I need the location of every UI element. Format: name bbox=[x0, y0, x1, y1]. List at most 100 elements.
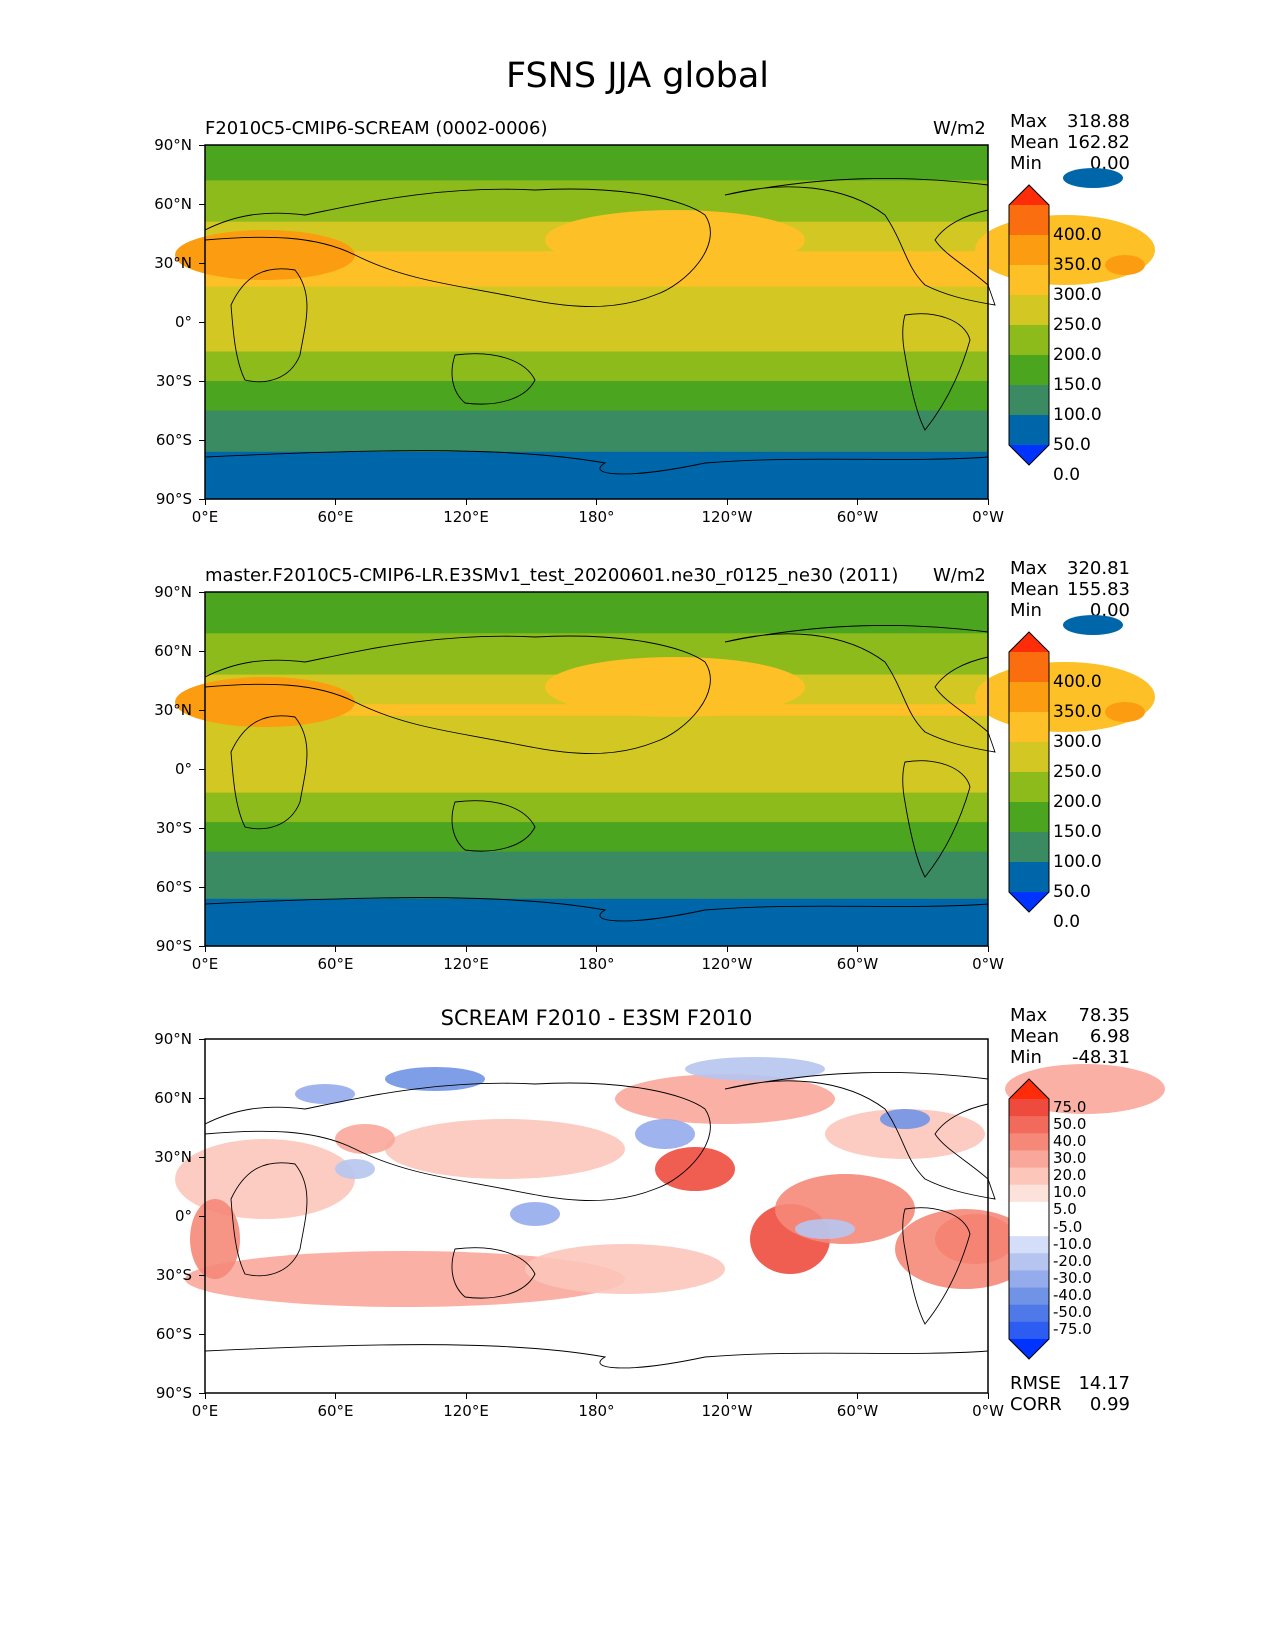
colorbar-label: 350.0 bbox=[1053, 255, 1102, 275]
field-feature bbox=[1063, 615, 1123, 635]
x-tick-mark bbox=[335, 1393, 336, 1399]
lat-band bbox=[205, 180, 988, 187]
lat-band bbox=[205, 493, 988, 500]
x-tick-label: 120°W bbox=[701, 955, 753, 973]
y-tick-mark bbox=[199, 380, 205, 382]
lat-band bbox=[205, 440, 988, 447]
coastline bbox=[204, 1082, 711, 1201]
field-feature bbox=[335, 1124, 395, 1154]
coastline bbox=[204, 450, 989, 475]
lat-band bbox=[205, 804, 988, 811]
lat-band bbox=[205, 597, 988, 605]
colorbar bbox=[1008, 1078, 1050, 1360]
colorbar-segment bbox=[1009, 1321, 1049, 1340]
x-tick-mark bbox=[204, 1393, 206, 1399]
y-tick-label: 60°N bbox=[154, 1089, 192, 1107]
y-tick-label: 90°N bbox=[154, 136, 192, 154]
x-tick-mark bbox=[596, 499, 597, 505]
field-feature bbox=[655, 1147, 735, 1191]
colorbar-label: 0.0 bbox=[1053, 465, 1081, 485]
colorbar-label: 50.0 bbox=[1053, 882, 1091, 902]
lat-band bbox=[205, 286, 988, 294]
y-tick-label: 30°N bbox=[154, 254, 192, 272]
stat-label: Max bbox=[1010, 558, 1048, 579]
lat-band bbox=[205, 168, 988, 176]
lat-band bbox=[205, 828, 988, 835]
coastline bbox=[902, 760, 971, 878]
stat-value: 162.82 bbox=[1067, 132, 1130, 153]
y-tick-mark bbox=[199, 321, 205, 323]
colorbar-segment bbox=[1009, 712, 1049, 743]
y-tick-mark bbox=[199, 1097, 205, 1099]
y-tick-label: 30°S bbox=[155, 1266, 192, 1284]
field-feature bbox=[175, 230, 355, 280]
colorbar-segment bbox=[1009, 1270, 1049, 1289]
y-tick-label: 30°N bbox=[154, 701, 192, 719]
lat-band bbox=[205, 774, 988, 782]
colorbar-segment bbox=[1009, 415, 1049, 446]
colorbar-label: 50.0 bbox=[1053, 435, 1091, 455]
x-tick-mark bbox=[465, 499, 467, 505]
lat-band bbox=[205, 145, 988, 152]
lat-band bbox=[205, 298, 988, 305]
colorbar-segment bbox=[1009, 235, 1049, 266]
colorbar-label: 20.0 bbox=[1053, 1166, 1087, 1185]
y-tick-label: 0° bbox=[174, 1207, 192, 1225]
lat-band bbox=[205, 369, 988, 376]
stat-label: Mean bbox=[1010, 579, 1060, 600]
colorbar-label: 350.0 bbox=[1053, 702, 1102, 722]
lat-band bbox=[205, 434, 988, 441]
colorbar-label: 100.0 bbox=[1053, 852, 1102, 872]
colorbar-segment bbox=[1009, 802, 1049, 833]
y-tick-mark bbox=[199, 1038, 205, 1040]
stat-value: 14.17 bbox=[1078, 1373, 1130, 1394]
lat-band bbox=[205, 857, 988, 864]
map-plot bbox=[175, 591, 1155, 947]
lat-band bbox=[205, 292, 988, 299]
colorbar-segment bbox=[1009, 1253, 1049, 1271]
lat-band bbox=[205, 416, 988, 423]
lat-band bbox=[205, 339, 988, 347]
y-tick-label: 30°S bbox=[155, 819, 192, 837]
lat-band bbox=[205, 898, 988, 906]
lat-band bbox=[205, 280, 988, 288]
y-tick-mark bbox=[199, 1333, 205, 1335]
x-tick-mark bbox=[465, 1393, 467, 1399]
lat-band bbox=[205, 422, 988, 429]
colorbar-label: -20.0 bbox=[1053, 1251, 1092, 1270]
y-tick-label: 90°N bbox=[154, 1030, 192, 1048]
lat-band bbox=[205, 327, 988, 335]
stat-label: Min bbox=[1010, 600, 1042, 621]
y-tick-mark bbox=[199, 768, 205, 770]
stat-label: Max bbox=[1010, 111, 1048, 132]
lat-band bbox=[205, 627, 988, 634]
lat-band bbox=[205, 615, 988, 623]
colorbar-label: 0.0 bbox=[1053, 912, 1081, 932]
lat-band bbox=[205, 386, 988, 394]
lat-band bbox=[205, 727, 988, 735]
x-tick-label: 120°W bbox=[701, 508, 753, 526]
coastline bbox=[230, 1162, 308, 1277]
colorbar-label: 250.0 bbox=[1053, 762, 1102, 782]
colorbar-segment bbox=[1009, 772, 1049, 803]
x-tick-label: 180° bbox=[578, 508, 615, 526]
colorbar-segment bbox=[1009, 862, 1049, 893]
lat-band bbox=[205, 487, 988, 494]
colorbar-segment bbox=[1009, 1339, 1049, 1359]
colorbar-segment bbox=[1009, 632, 1049, 652]
colorbar-label: -30.0 bbox=[1053, 1269, 1092, 1287]
coastline bbox=[451, 353, 536, 405]
lat-band bbox=[205, 651, 988, 658]
lat-band bbox=[205, 733, 988, 741]
x-tick-mark bbox=[987, 499, 989, 505]
x-tick-mark bbox=[204, 499, 206, 505]
lat-band bbox=[205, 881, 988, 888]
lat-band bbox=[205, 751, 988, 758]
colorbar bbox=[1008, 631, 1050, 913]
colorbar-segment bbox=[1009, 1236, 1049, 1254]
lat-band bbox=[205, 621, 988, 628]
colorbar-segment bbox=[1009, 1287, 1049, 1306]
lat-band bbox=[205, 469, 988, 476]
x-tick-label: 0°E bbox=[191, 508, 219, 526]
lat-band bbox=[205, 174, 988, 181]
